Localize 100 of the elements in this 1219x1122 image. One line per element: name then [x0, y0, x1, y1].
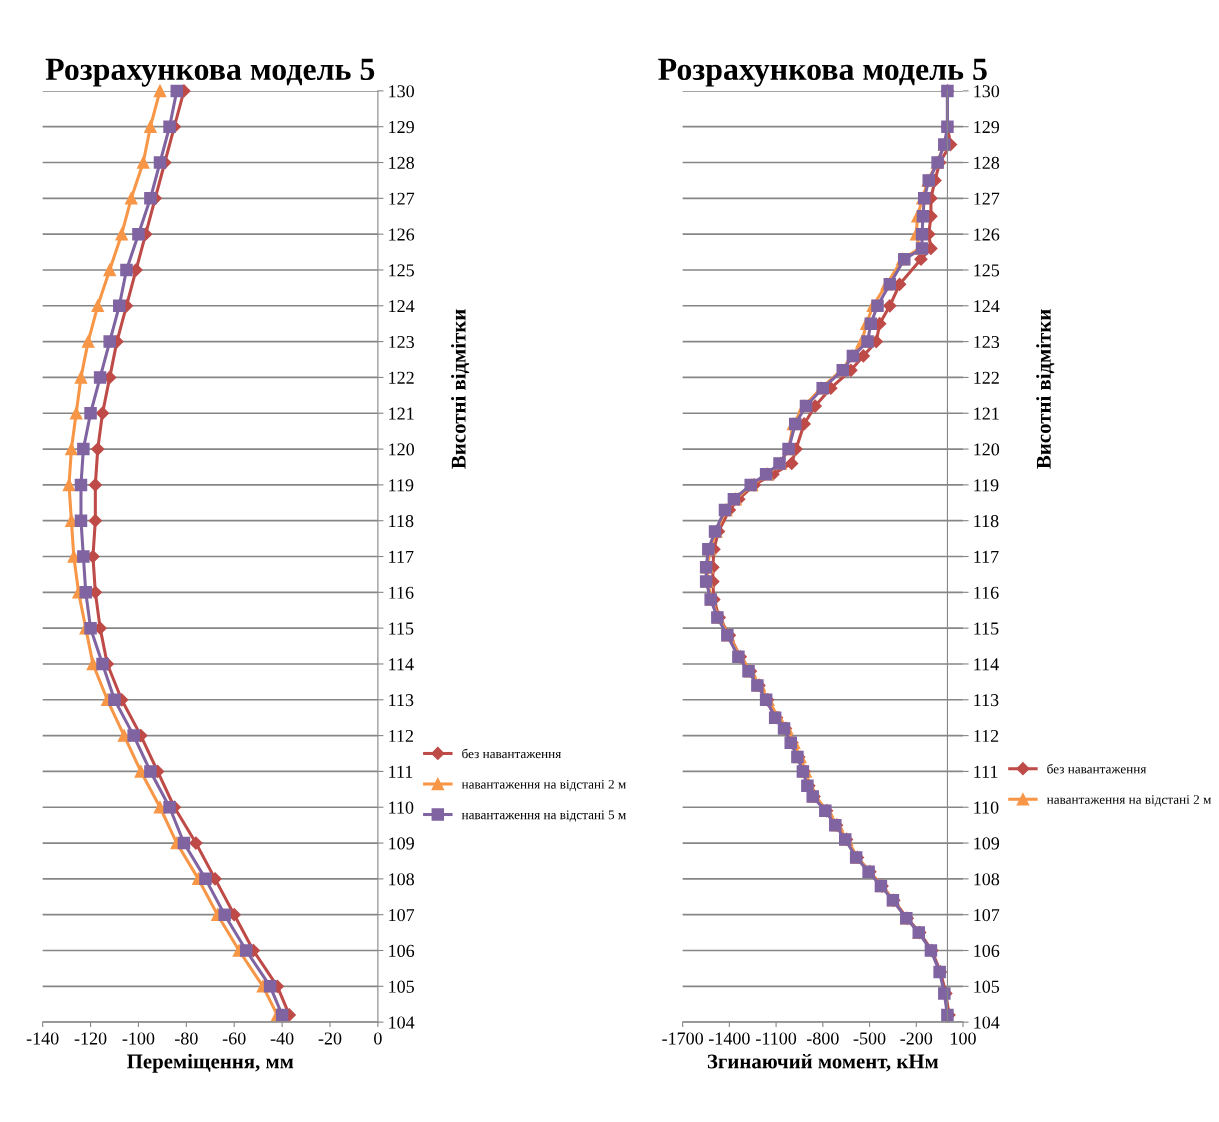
- point: [263, 980, 277, 993]
- point: [239, 944, 253, 957]
- y-tick-label: 104: [974, 1016, 1000, 1029]
- point: [144, 192, 157, 205]
- y-tick-label: 114: [389, 658, 414, 671]
- y-tick-label: 121: [974, 407, 999, 420]
- point: [127, 729, 140, 742]
- x-tick-label: -1100: [756, 1032, 797, 1045]
- point: [113, 299, 126, 313]
- y-tick-label: 118: [974, 514, 999, 528]
- x-tick-label: -20: [318, 1032, 342, 1045]
- y-tick-label: 128: [974, 156, 1000, 169]
- y-tick-label: 125: [389, 264, 414, 277]
- y-tick-label: 127: [974, 192, 1000, 205]
- x-tick-label: 100: [951, 1032, 976, 1045]
- point: [132, 227, 145, 241]
- y-tick-label: 111: [974, 765, 998, 778]
- y-tick-label: 109: [389, 837, 414, 850]
- y-tick-label: 112: [974, 729, 999, 742]
- point: [864, 317, 878, 330]
- point: [914, 252, 928, 266]
- y-tick-label: 119: [389, 479, 414, 492]
- point: [91, 442, 105, 456]
- point: [916, 209, 930, 223]
- y-tick-label: 105: [389, 980, 414, 993]
- x-tick-label: -500: [853, 1032, 886, 1045]
- y-tick-label: 129: [974, 121, 1000, 134]
- y-tick-label: 129: [389, 121, 414, 134]
- y-tick-label: 110: [974, 801, 999, 814]
- x-tick-label: -40: [270, 1032, 294, 1045]
- y-tick-label: 126: [389, 228, 415, 241]
- point: [88, 514, 102, 528]
- x-axis-title: Переміщення, мм: [127, 1053, 294, 1073]
- x-tick-label: -800: [806, 1032, 839, 1045]
- y-tick-label: 128: [389, 156, 415, 169]
- y-tick-label: 114: [974, 658, 999, 671]
- y-tick-label: 125: [974, 264, 1000, 277]
- point: [103, 335, 116, 348]
- legend-label: навантаження на відстані 5 м: [461, 810, 626, 822]
- x-tick-label: -140: [26, 1032, 59, 1045]
- y-tick-label: 126: [974, 228, 1000, 241]
- point: [96, 657, 109, 671]
- y-tick-label: 106: [974, 944, 1000, 957]
- point: [81, 335, 95, 348]
- point: [153, 156, 167, 169]
- y-tick-label: 124: [389, 300, 415, 313]
- y-tick-label: 130: [389, 85, 415, 98]
- point: [861, 335, 874, 348]
- point: [785, 456, 799, 470]
- y-tick-label: 122: [974, 371, 999, 384]
- chart-title: Розрахункова модель 5: [45, 58, 375, 87]
- y-tick-label: 108: [389, 873, 415, 886]
- y-tick-label: 112: [389, 729, 414, 742]
- point: [93, 371, 107, 384]
- y-tick-label: 108: [974, 873, 1000, 886]
- point: [144, 765, 157, 778]
- y-tick-label: 104: [389, 1016, 415, 1029]
- point: [74, 514, 88, 527]
- point: [163, 800, 176, 814]
- point: [74, 478, 88, 492]
- x-tick-label: -200: [900, 1032, 933, 1045]
- y-tick-label: 105: [974, 980, 1000, 993]
- y-tick-label: 106: [389, 944, 415, 957]
- x-tick-label: -60: [222, 1032, 246, 1045]
- point: [883, 299, 897, 313]
- point: [103, 263, 116, 277]
- y-tick-label: 127: [389, 192, 415, 205]
- y-tick-label: 123: [389, 335, 414, 349]
- y-tick-label: 121: [389, 407, 414, 420]
- y-tick-label: 124: [974, 300, 1000, 313]
- point: [74, 371, 88, 384]
- legend-label: навантаження на відстані 2 м: [1046, 795, 1212, 807]
- point: [120, 263, 133, 277]
- y-tick-label: 116: [389, 586, 414, 599]
- point: [144, 120, 157, 133]
- point: [91, 299, 104, 313]
- legend-label: навантаження на відстані 2 м: [461, 779, 626, 792]
- point: [95, 406, 110, 420]
- y-tick-label: 113: [974, 694, 999, 707]
- point: [163, 120, 176, 133]
- x-tick-label: -1400: [708, 1032, 750, 1045]
- x-tick-label: -100: [122, 1032, 155, 1045]
- point: [79, 586, 93, 599]
- point: [65, 442, 78, 456]
- x-tick-label: -80: [174, 1032, 198, 1045]
- point: [125, 192, 138, 205]
- y-tick-label: 115: [389, 622, 414, 635]
- y-tick-label: 123: [974, 335, 1000, 349]
- y-tick-label: 107: [974, 908, 1000, 922]
- x-tick-label: -120: [74, 1032, 107, 1045]
- point: [84, 621, 97, 635]
- y-tick-label: 109: [974, 837, 1000, 850]
- y-tick-label: 119: [974, 479, 999, 492]
- legend-label: без навантаження: [1047, 763, 1147, 774]
- point: [177, 836, 191, 850]
- point: [915, 227, 929, 241]
- y-tick-label: 120: [389, 443, 415, 456]
- y-tick-label: 117: [389, 550, 414, 563]
- y-axis-title: Висотні відмітки: [1036, 309, 1055, 469]
- y-tick-label: 120: [974, 443, 1000, 456]
